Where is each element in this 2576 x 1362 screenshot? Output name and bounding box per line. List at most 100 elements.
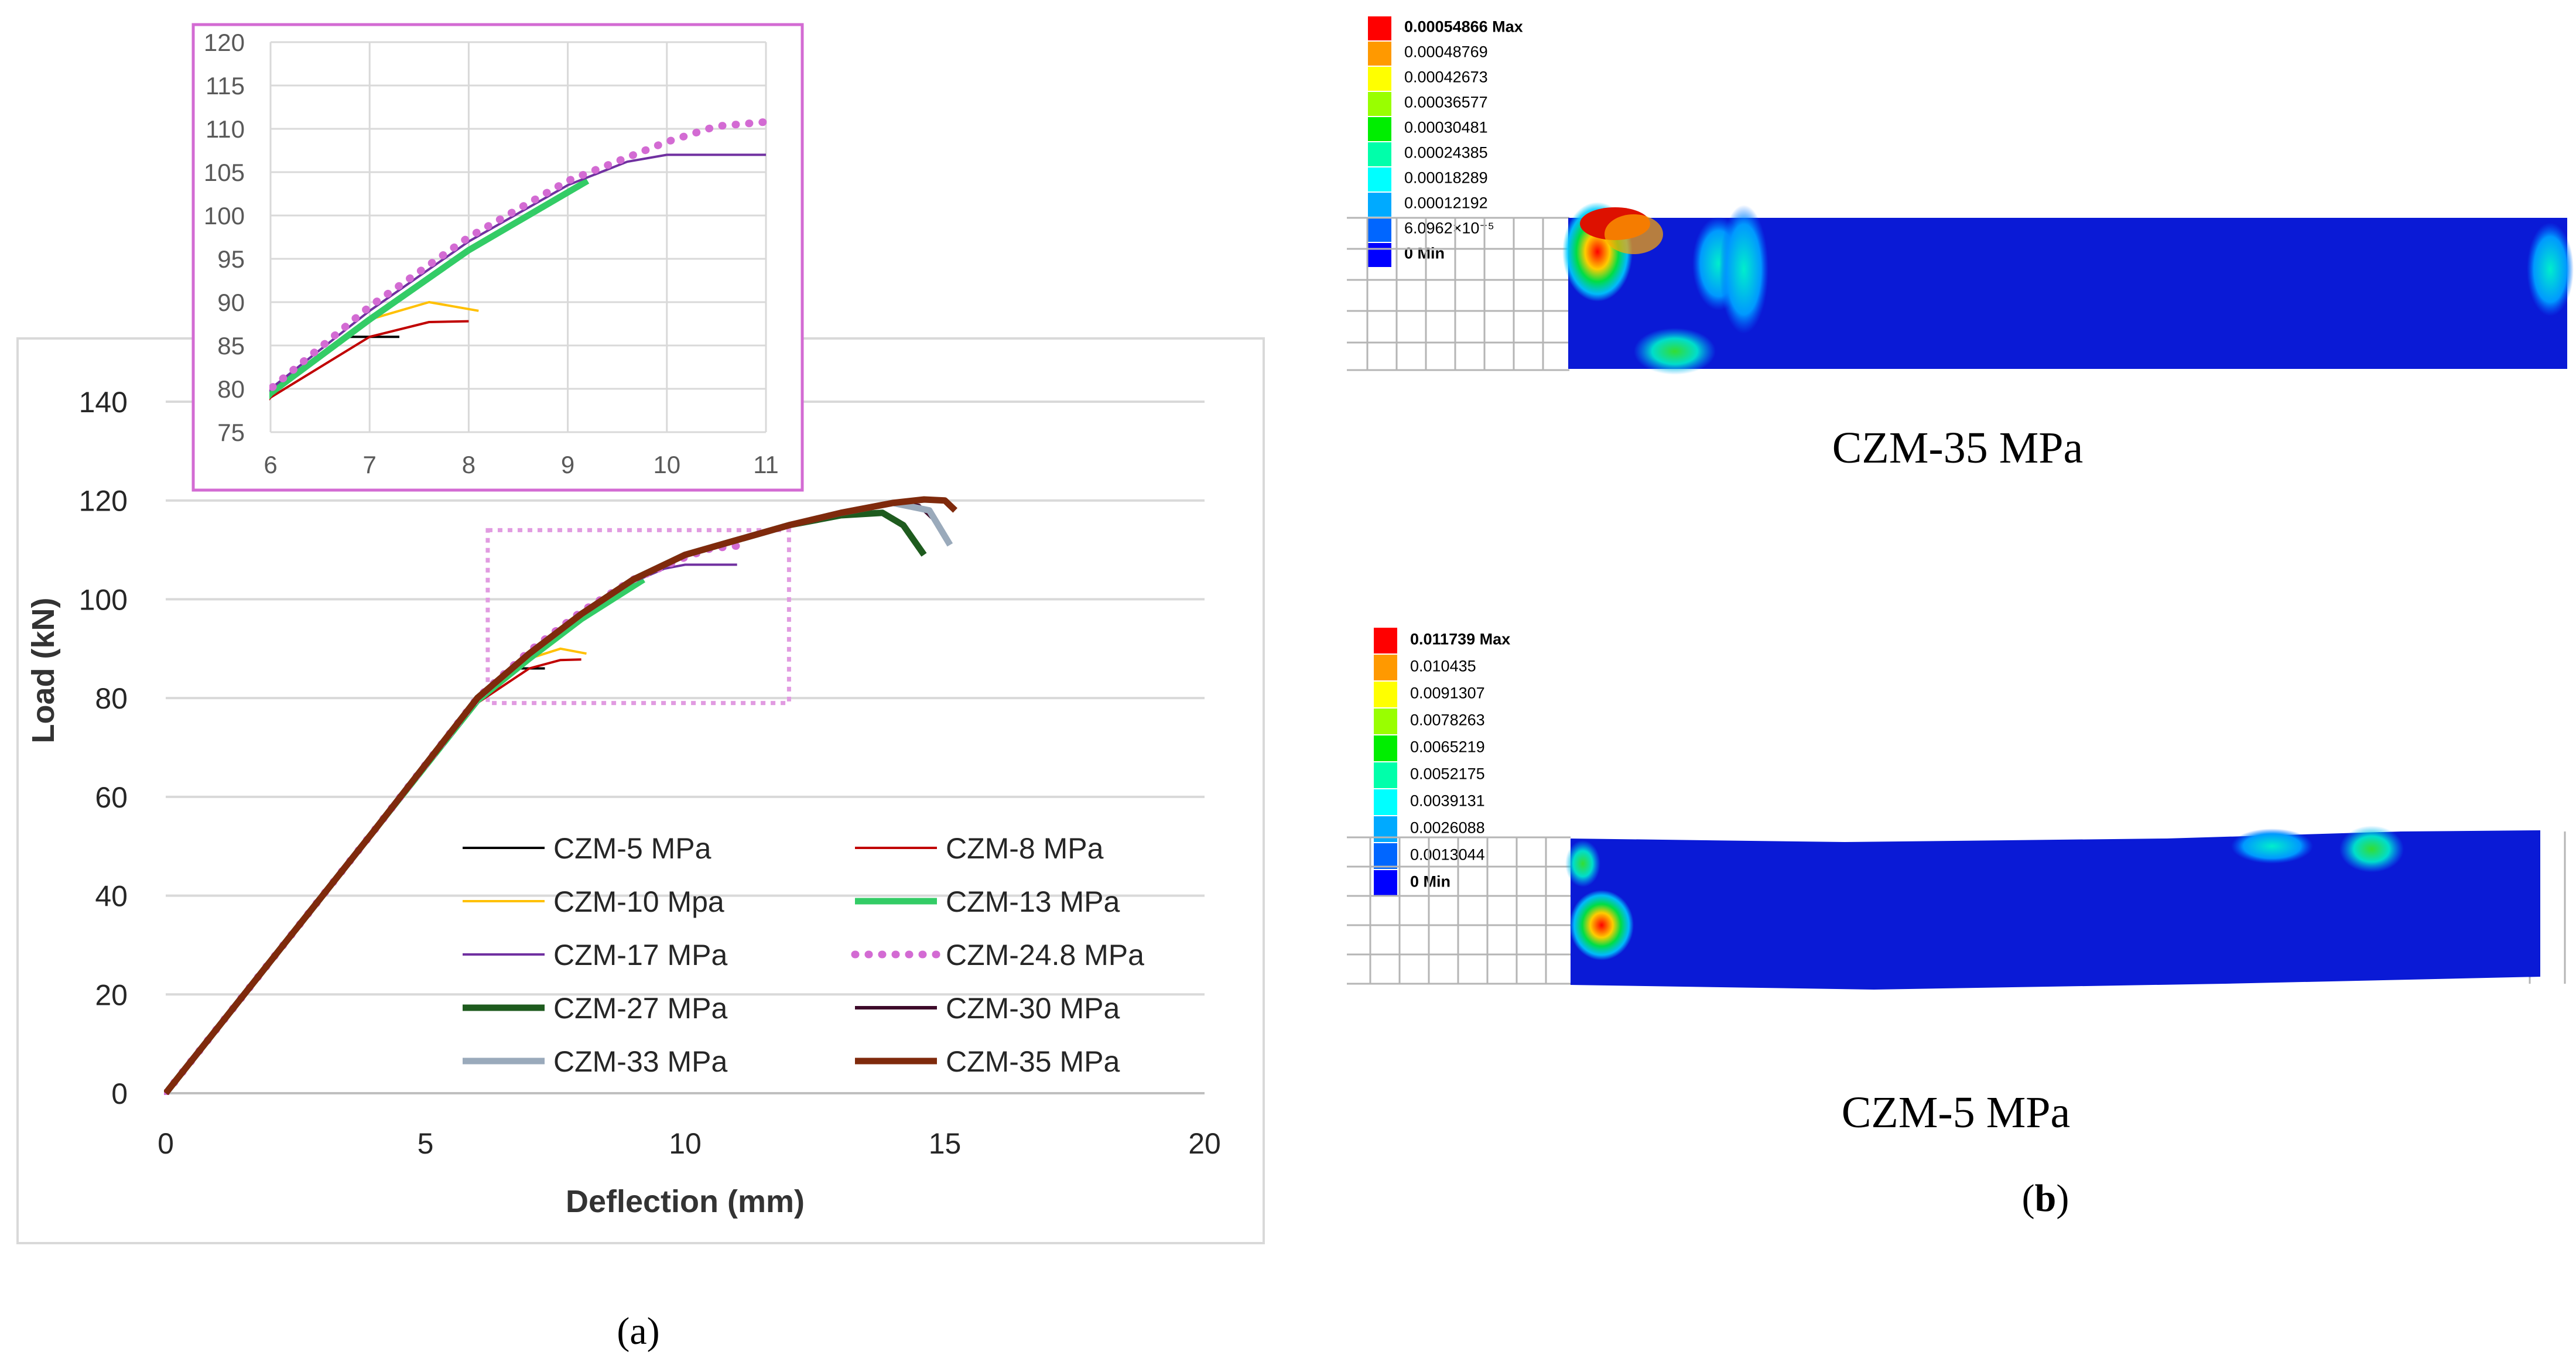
inset-y-tick-label-0: 75 xyxy=(217,419,245,446)
y-tick-label-4: 80 xyxy=(95,682,128,715)
caption-b-close: ) xyxy=(2056,1177,2069,1220)
inset-y-tick-label-3: 90 xyxy=(217,289,245,316)
legend: CZM-5 MPa CZM-8 MPa CZM-10 Mpa CZM-13 MPa CZ… xyxy=(463,832,1144,1078)
x-axis-label: Deflection (mm) xyxy=(566,1184,805,1219)
inset-y-tick-label-1: 80 xyxy=(217,375,245,403)
inset-chart-frame xyxy=(191,23,804,492)
inset-y-tick-label-9: 120 xyxy=(204,29,245,56)
y-tick-label-2: 40 xyxy=(95,880,128,913)
contour-bottom-legend-label-0: 0.011739 Max xyxy=(1410,631,1510,648)
main-series-group xyxy=(164,496,957,1095)
inset-x-tick-label-3: 9 xyxy=(561,451,574,478)
contour-bottom-legend-label-2: 0.0091307 xyxy=(1410,685,1485,702)
caption-b: (b) xyxy=(2022,1177,2069,1220)
inset-y-tick-label-4: 95 xyxy=(217,245,245,273)
inset-series-3 xyxy=(269,178,590,400)
contour-top-legend-label-8: 6.0962×10⁻⁵ xyxy=(1404,220,1494,237)
contour-top-legend: 0.00054866 Max 0.00048769 0.00042673 0.0003… xyxy=(1368,16,1523,267)
inset-y-tick-label-2: 85 xyxy=(217,332,245,360)
contour-top-legend-label-2: 0.00042673 xyxy=(1404,69,1488,86)
inset-y-tick-label-6: 105 xyxy=(204,159,245,186)
contour-bottom-legend: 0.011739 Max 0.010435 0.0091307 0.0078263 0.… xyxy=(1374,628,1510,896)
contour-top-legend-label-6: 0.00018289 xyxy=(1404,169,1488,187)
contour-top-legend-swatch-7 xyxy=(1368,193,1391,217)
legend-label-1: CZM-8 MPa xyxy=(946,832,1104,865)
inset-gridlines xyxy=(269,41,767,433)
contour-bottom-legend-label-8: 0.0013044 xyxy=(1410,846,1485,864)
inset-x-tick-label-4: 10 xyxy=(653,451,680,478)
caption-b-letter: b xyxy=(2035,1177,2057,1220)
contour-bottom-legend-label-6: 0.0039131 xyxy=(1410,792,1485,810)
contour-bottom-legend-label-1: 0.010435 xyxy=(1410,658,1476,675)
contour-bottom-legend-swatch-2 xyxy=(1374,682,1397,707)
legend-label-0: CZM-5 MPa xyxy=(553,832,711,865)
contour-bottom-legend-swatch-8 xyxy=(1374,843,1397,869)
y-tick-label-0: 0 xyxy=(111,1077,128,1110)
contour-bottom-legend-swatch-5 xyxy=(1374,762,1397,788)
inset-series-4 xyxy=(269,153,766,392)
contour-top-legend-swatch-0 xyxy=(1368,16,1391,40)
inset-series-1 xyxy=(269,320,469,401)
contour-top-legend-swatch-6 xyxy=(1368,167,1391,191)
legend-label-3: CZM-13 MPa xyxy=(946,885,1120,918)
y-tick-label-1: 20 xyxy=(95,978,128,1011)
contour-bottom-legend-swatch-4 xyxy=(1374,735,1397,761)
legend-label-7: CZM-30 MPa xyxy=(946,992,1120,1025)
contour-top-hotspots xyxy=(1562,202,2574,375)
legend-label-6: CZM-27 MPa xyxy=(553,992,727,1025)
contour-top-legend-label-3: 0.00036577 xyxy=(1404,94,1488,111)
legend-label-9: CZM-35 MPa xyxy=(946,1045,1120,1078)
contour-bottom: 0.011739 Max 0.010435 0.0091307 0.0078263 0.… xyxy=(1347,628,2566,1137)
zoom-region-box xyxy=(485,528,791,706)
caption-a: (a) xyxy=(617,1310,659,1353)
main-y-tick-labels: 0 20 40 60 80 100 120 140 xyxy=(79,386,128,1110)
main-gridlines xyxy=(166,401,1205,1094)
inset-y-tick-labels: 75 80 85 90 95 100 105 110 115 120 xyxy=(204,29,245,446)
legend-label-5: CZM-24.8 MPa xyxy=(946,939,1144,971)
inset-x-tick-label-5: 11 xyxy=(753,451,779,478)
contour-bottom-hotspots xyxy=(1565,826,2404,960)
inset-series-group xyxy=(269,118,767,401)
contour-top-legend-swatch-4 xyxy=(1368,117,1391,141)
inset-x-tick-labels: 6 7 8 9 10 11 xyxy=(264,451,778,478)
y-axis-label: Load (kN) xyxy=(26,598,61,744)
y-tick-label-6: 120 xyxy=(79,485,128,518)
main-x-tick-labels: 0 5 10 15 20 xyxy=(158,1127,1221,1160)
inset-series-5 xyxy=(269,118,767,396)
legend-label-8: CZM-33 MPa xyxy=(553,1045,727,1078)
contour-bottom-legend-label-7: 0.0026088 xyxy=(1410,819,1485,837)
contour-top-legend-label-7: 0.00012192 xyxy=(1404,194,1488,212)
x-tick-label-0: 0 xyxy=(158,1127,174,1160)
contour-bottom-beam xyxy=(1571,830,2540,990)
contour-top-mesh xyxy=(1347,217,1569,371)
contour-top-legend-label-9: 0 Min xyxy=(1404,245,1445,262)
y-tick-label-3: 60 xyxy=(95,781,128,814)
contour-top: 0.00054866 Max 0.00048769 0.00042673 0.0003… xyxy=(1347,16,2574,473)
x-tick-label-3: 15 xyxy=(929,1127,962,1160)
contour-top-title: CZM-35 MPa xyxy=(1832,423,2084,473)
contour-top-legend-swatch-2 xyxy=(1368,67,1391,91)
contour-top-legend-swatch-9 xyxy=(1368,243,1391,267)
x-tick-label-2: 10 xyxy=(669,1127,702,1160)
inset-chart: 75 80 85 90 95 100 105 110 115 120 6 7 8 9 10 11 xyxy=(191,23,804,492)
x-tick-label-1: 5 xyxy=(418,1127,434,1160)
inset-x-tick-label-1: 7 xyxy=(363,451,377,478)
contour-top-legend-label-1: 0.00048769 xyxy=(1404,43,1488,61)
y-tick-label-5: 100 xyxy=(79,583,128,616)
contour-bottom-legend-label-9: 0 Min xyxy=(1410,873,1451,891)
contour-bottom-legend-swatch-6 xyxy=(1374,789,1397,815)
inset-x-tick-label-0: 6 xyxy=(264,451,277,478)
contour-bottom-legend-label-5: 0.0052175 xyxy=(1410,765,1485,783)
contour-top-legend-label-5: 0.00024385 xyxy=(1404,144,1488,162)
contour-bottom-legend-swatch-0 xyxy=(1374,628,1397,653)
inset-y-tick-label-5: 100 xyxy=(204,202,245,230)
contour-bottom-legend-swatch-3 xyxy=(1374,709,1397,734)
contour-top-legend-swatch-1 xyxy=(1368,42,1391,66)
contour-top-legend-swatch-5 xyxy=(1368,142,1391,166)
legend-label-4: CZM-17 MPa xyxy=(553,939,727,971)
contour-top-legend-label-0: 0.00054866 Max xyxy=(1404,18,1523,36)
contour-bottom-legend-swatch-1 xyxy=(1374,655,1397,680)
contour-top-legend-label-4: 0.00030481 xyxy=(1404,119,1488,136)
inset-y-tick-label-8: 115 xyxy=(206,72,245,100)
